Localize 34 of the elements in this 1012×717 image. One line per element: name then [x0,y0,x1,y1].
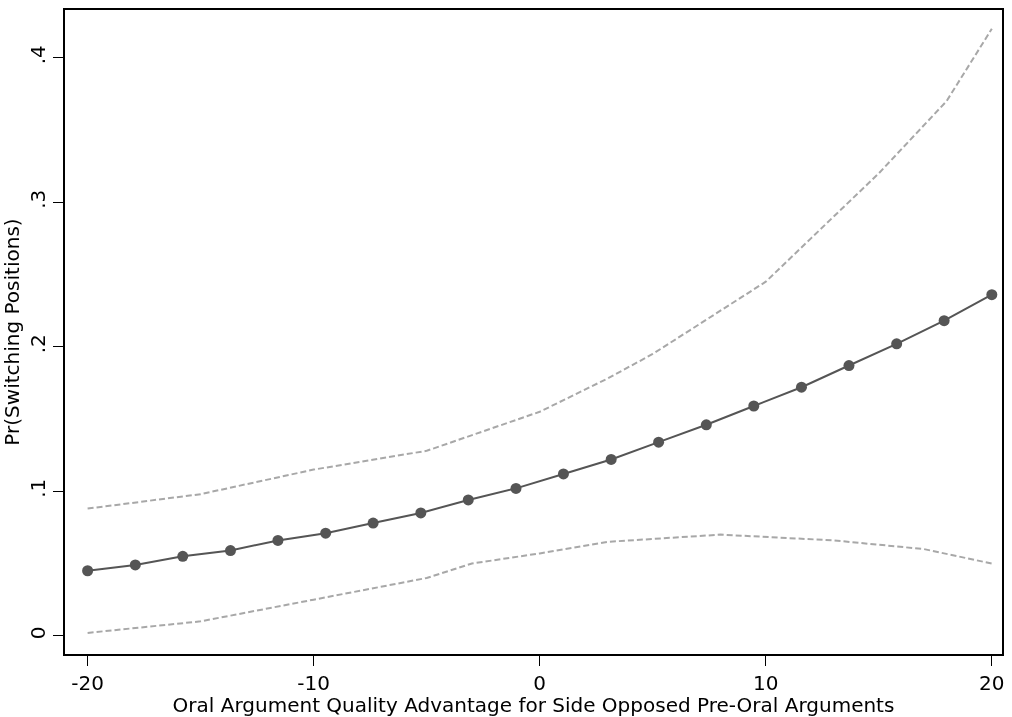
y-tick-label: 0 [26,626,51,640]
point [795,381,807,393]
point [653,436,665,448]
point [82,565,94,577]
point [224,545,236,557]
point [843,360,855,372]
point [891,338,903,350]
x-tick-label: 10 [753,670,779,695]
y-tick-label: .2 [26,334,51,354]
x-tick-label: 0 [533,670,547,695]
point [700,419,712,431]
point [272,534,284,546]
y-tick-label: .4 [26,45,51,65]
point [748,400,760,412]
y-axis-title: Pr(Switching Positions) [0,218,24,446]
point [129,559,141,571]
line-series [86,533,993,634]
line-series [86,27,993,510]
point [367,517,379,529]
point [557,468,569,480]
x-tick-label: 20 [979,670,1005,695]
point [462,494,474,506]
point [320,527,332,539]
point [605,453,617,465]
point [938,315,950,327]
point [177,550,189,562]
y-tick-label: .3 [26,189,51,209]
point [415,507,427,519]
point [986,289,998,301]
x-tick-label: -10 [297,670,330,695]
x-axis-title: Oral Argument Quality Advantage for Side Opposed Pre-Oral Arguments [172,693,895,717]
y-tick-label: .1 [26,478,51,498]
x-tick-label: -20 [71,670,104,695]
point [510,482,522,494]
